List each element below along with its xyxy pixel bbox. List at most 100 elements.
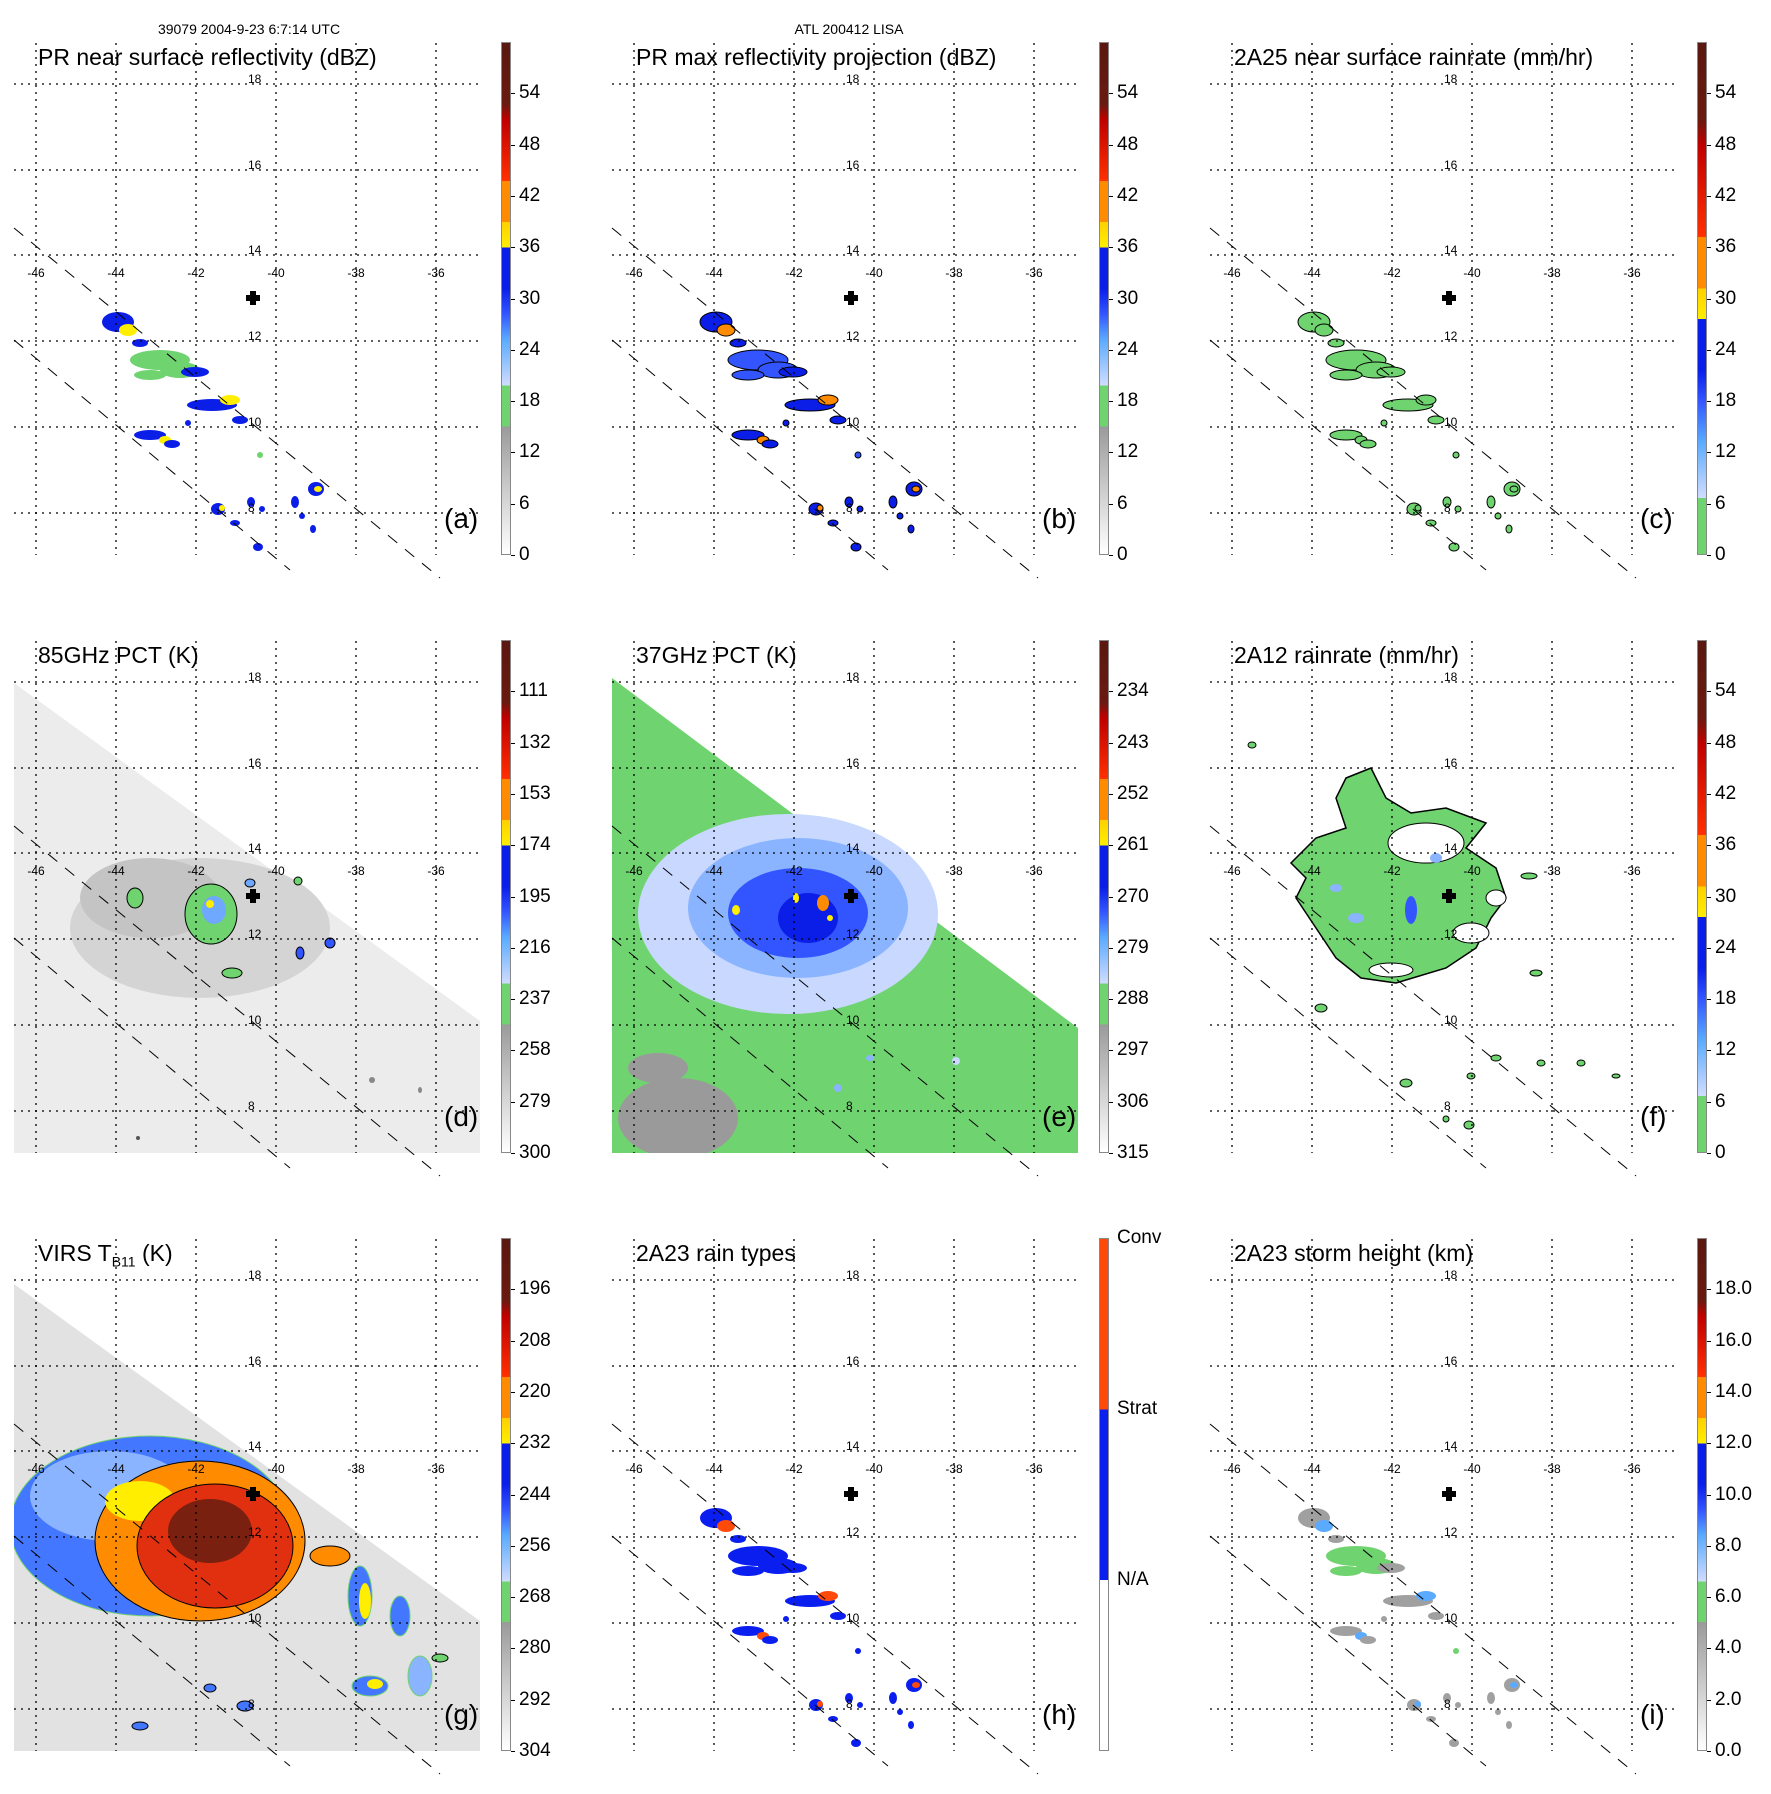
longitude-label: -36 [1025,864,1043,878]
data-blob [407,1655,433,1697]
colorbar [1099,640,1109,1153]
colorbar-tick-label: 280 [519,1637,551,1659]
longitude-label: -46 [1223,266,1241,280]
colorbar-tick-mark [1707,1597,1711,1599]
data-blob [1463,1120,1475,1130]
latitude-label: 8 [248,501,255,515]
data-blob [856,505,864,513]
longitude-label: -42 [1383,1462,1401,1476]
data-blob [850,542,862,552]
longitude-label: -36 [1025,1462,1043,1476]
colorbar-tick-label: 0 [1715,544,1726,565]
data-blob [1442,496,1452,508]
colorbar-tick-mark [1109,1101,1113,1103]
data-blob [1247,741,1257,749]
colorbar-tick-label: 8.0 [1715,1534,1742,1556]
panel-b: PR max reflectivity projection (dBZ) (b) -… [598,0,1196,598]
colorbar-tick-mark [511,1391,515,1393]
map-imagery [700,1508,922,1747]
longitude-label: -38 [347,864,365,878]
longitude-label: -46 [625,1462,643,1476]
colorbar-tick-label: 237 [519,988,551,1010]
latitude-label: 12 [846,1525,860,1539]
latitude-label: 16 [1444,756,1458,770]
rain-type-label: N/A [1117,1569,1149,1591]
panel-title: PR max reflectivity projection (dBZ) [636,44,997,70]
colorbar-tick-label: 18 [1715,988,1737,1010]
data-blob [1414,504,1422,512]
colorbar-tick-label: 30 [1715,287,1737,309]
colorbar-tick-mark [1707,1648,1711,1650]
data-blob [854,451,862,459]
data-blob [732,1626,764,1636]
data-blob [844,496,854,508]
colorbar-tick-label: 18 [1117,390,1139,412]
colorbar-tick-mark [1109,452,1113,454]
colorbar-tick-label: 0 [519,544,530,565]
latitude-label: 16 [846,756,860,770]
panel-letter: (c) [1640,503,1673,534]
colorbar-tick-mark [1707,1699,1711,1701]
swath-edge-line [13,1423,441,1775]
data-blob [203,1683,217,1693]
storm-center-cross-icon [1442,1487,1456,1501]
colorbar-tick-label: 18 [519,390,541,412]
colorbar-tick-mark [1109,1050,1113,1052]
latitude-label: 8 [1444,1697,1451,1711]
data-blob [896,512,904,520]
data-blob [731,369,765,381]
colorbar-tick-mark [1707,298,1711,300]
data-blob [782,419,790,427]
data-blob [817,1701,823,1707]
panel-c: 2A25 near surface rainrate (mm/hr) (c) -46… [1196,0,1771,598]
panel-letter: (d) [444,1101,479,1132]
colorbar-tick-label: 292 [519,1688,551,1710]
latitude-label: 12 [248,927,262,941]
latitude-label: 10 [1444,415,1458,429]
longitude-label: -40 [1463,266,1481,280]
colorbar-tick-label: 258 [519,1039,551,1061]
latitude-label: 18 [1444,1268,1458,1282]
colorbar-tick-mark [511,1340,515,1342]
map-imagery [1297,311,1521,552]
data-blob [732,905,740,915]
data-blob [888,495,898,509]
colorbar-tick-label: 36 [1715,834,1737,856]
data-blob [1427,415,1445,425]
panel-d: 85GHz PCT (K) (d) -46 -44 -42 -40 -38 -36 18 16 14… [0,598,598,1196]
data-blob [830,1612,846,1620]
longitude-label: -36 [1623,266,1641,280]
longitude-label: -40 [1463,1462,1481,1476]
latitude-label: 10 [846,1013,860,1027]
colorbar-tick-mark [1109,947,1113,949]
data-blob [369,1077,375,1083]
data-blob [126,887,144,909]
latitude-label: 14 [1444,243,1458,257]
map-plot [1209,641,1676,1177]
map-plot [611,1239,1078,1775]
latitude-label: 12 [846,927,860,941]
latitude-label: 12 [1444,329,1458,343]
colorbar-tick-mark [511,1050,515,1052]
data-blob [1442,1115,1450,1123]
colorbar-tick-label: 12 [1117,441,1139,463]
latitude-label: 10 [846,415,860,429]
data-blob [389,1595,411,1637]
longitude-label: -40 [865,266,883,280]
longitude-label: -44 [107,864,125,878]
data-blob [244,878,256,888]
longitude-label: -36 [427,266,445,280]
data-blob [232,416,248,424]
data-blob [253,543,263,551]
latitude-label: 8 [1444,1099,1451,1113]
data-blob [1529,969,1543,977]
colorbar-tick-label: 304 [519,1740,551,1761]
data-blob [829,415,847,425]
data-blob [1415,394,1437,406]
title-text: VIRS T [38,1240,112,1266]
data-blob [628,1053,688,1083]
map-plot [13,1239,480,1775]
data-blob [1314,323,1334,337]
colorbar-tick-label: 6.0 [1715,1586,1742,1608]
colorbar-tick-label: 10.0 [1715,1483,1752,1505]
